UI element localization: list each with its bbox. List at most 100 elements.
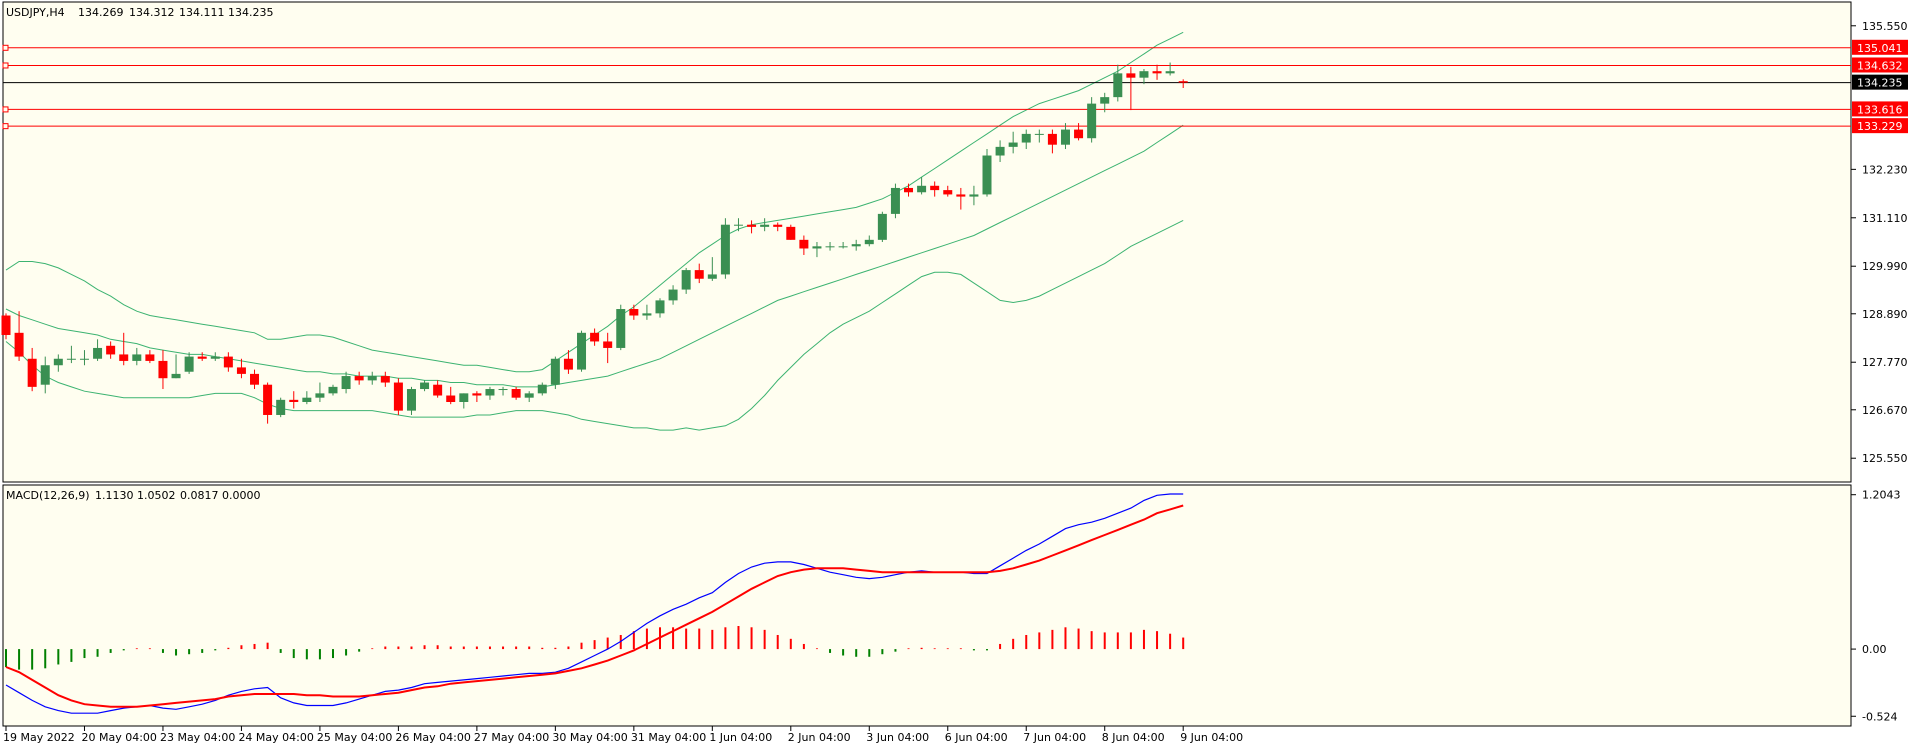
candle-body [315, 393, 325, 398]
candle[interactable] [406, 386, 416, 415]
candle[interactable] [106, 341, 116, 359]
candle[interactable] [1100, 92, 1110, 113]
candle[interactable] [380, 371, 390, 387]
candle[interactable] [668, 285, 678, 305]
candle[interactable] [485, 386, 495, 400]
candle[interactable] [851, 239, 861, 251]
candle[interactable] [459, 393, 469, 409]
candle[interactable] [577, 330, 587, 372]
candle[interactable] [184, 352, 194, 374]
candle[interactable] [890, 183, 900, 219]
candle[interactable] [1178, 79, 1188, 89]
candle[interactable] [616, 304, 626, 351]
candle[interactable] [799, 235, 809, 255]
candle[interactable] [1139, 69, 1149, 85]
candle[interactable] [276, 397, 286, 418]
candle-body [1087, 103, 1097, 139]
candle[interactable] [720, 218, 730, 279]
candle[interactable] [341, 371, 351, 394]
candle[interactable] [550, 356, 560, 390]
macd-pane[interactable] [2, 484, 1852, 727]
candle[interactable] [210, 352, 220, 361]
candle[interactable] [930, 181, 940, 197]
candle[interactable] [864, 235, 874, 247]
candle[interactable] [917, 177, 927, 195]
candle[interactable] [812, 242, 822, 258]
candle[interactable] [498, 386, 508, 396]
candle[interactable] [250, 369, 260, 390]
price-line-handle-1[interactable] [2, 44, 9, 51]
candle[interactable] [1, 313, 11, 340]
candle[interactable] [1021, 129, 1031, 150]
candle[interactable] [943, 185, 953, 197]
price-line-handle-2[interactable] [2, 62, 9, 69]
candle[interactable] [1047, 129, 1057, 154]
candle[interactable] [197, 352, 207, 361]
candle[interactable] [642, 304, 652, 320]
price-line-handle-4[interactable] [2, 123, 9, 130]
candle[interactable] [145, 350, 155, 364]
candle[interactable] [472, 391, 482, 402]
candle[interactable] [537, 382, 547, 396]
candle-body [1152, 71, 1162, 74]
candle[interactable] [132, 347, 142, 366]
candle[interactable] [681, 267, 691, 294]
candle[interactable] [1126, 66, 1136, 111]
candle[interactable] [590, 328, 600, 346]
macd-line [5, 493, 1184, 714]
candle[interactable] [524, 391, 534, 402]
candle[interactable] [825, 242, 835, 251]
candle[interactable] [563, 350, 573, 374]
candle[interactable] [289, 391, 299, 409]
candle[interactable] [171, 354, 181, 379]
candle[interactable] [1165, 62, 1175, 76]
candle[interactable] [66, 345, 76, 364]
candle[interactable] [877, 211, 887, 242]
candle[interactable] [354, 371, 364, 385]
candle[interactable] [433, 380, 443, 398]
candle[interactable] [511, 386, 521, 400]
candle[interactable] [760, 218, 770, 232]
candle[interactable] [328, 384, 338, 396]
candle[interactable] [733, 218, 743, 232]
candle[interactable] [223, 352, 233, 372]
candle[interactable] [302, 391, 312, 405]
candle[interactable] [956, 187, 966, 210]
candle[interactable] [119, 332, 129, 366]
candle[interactable] [446, 386, 456, 405]
candle[interactable] [1034, 129, 1044, 143]
candle[interactable] [969, 185, 979, 206]
candle[interactable] [79, 350, 89, 366]
candle[interactable] [158, 350, 168, 390]
candle[interactable] [838, 242, 848, 249]
candle[interactable] [747, 220, 757, 234]
candle[interactable] [14, 311, 24, 361]
candle[interactable] [694, 263, 704, 284]
candle[interactable] [315, 382, 325, 402]
candle[interactable] [773, 222, 783, 232]
candle[interactable] [629, 304, 639, 320]
candle[interactable] [420, 380, 430, 392]
candle[interactable] [1074, 123, 1084, 141]
candle[interactable] [707, 257, 717, 281]
candle[interactable] [1008, 131, 1018, 154]
candle[interactable] [904, 183, 914, 197]
candle[interactable] [1113, 64, 1123, 102]
candle[interactable] [995, 140, 1005, 162]
candle[interactable] [393, 378, 403, 415]
candle[interactable] [603, 332, 613, 364]
price-line-handle-3[interactable] [2, 106, 9, 113]
candle[interactable] [1087, 97, 1097, 143]
candle[interactable] [655, 298, 665, 318]
candle[interactable] [53, 354, 63, 372]
candle[interactable] [236, 358, 246, 379]
candle[interactable] [982, 149, 992, 197]
candle[interactable] [40, 356, 50, 394]
candle[interactable] [27, 347, 37, 392]
candle[interactable] [786, 224, 796, 240]
candle[interactable] [367, 371, 377, 385]
candle[interactable] [263, 382, 273, 424]
candle[interactable] [1060, 123, 1070, 150]
candle[interactable] [93, 339, 103, 361]
candle[interactable] [1152, 64, 1162, 80]
